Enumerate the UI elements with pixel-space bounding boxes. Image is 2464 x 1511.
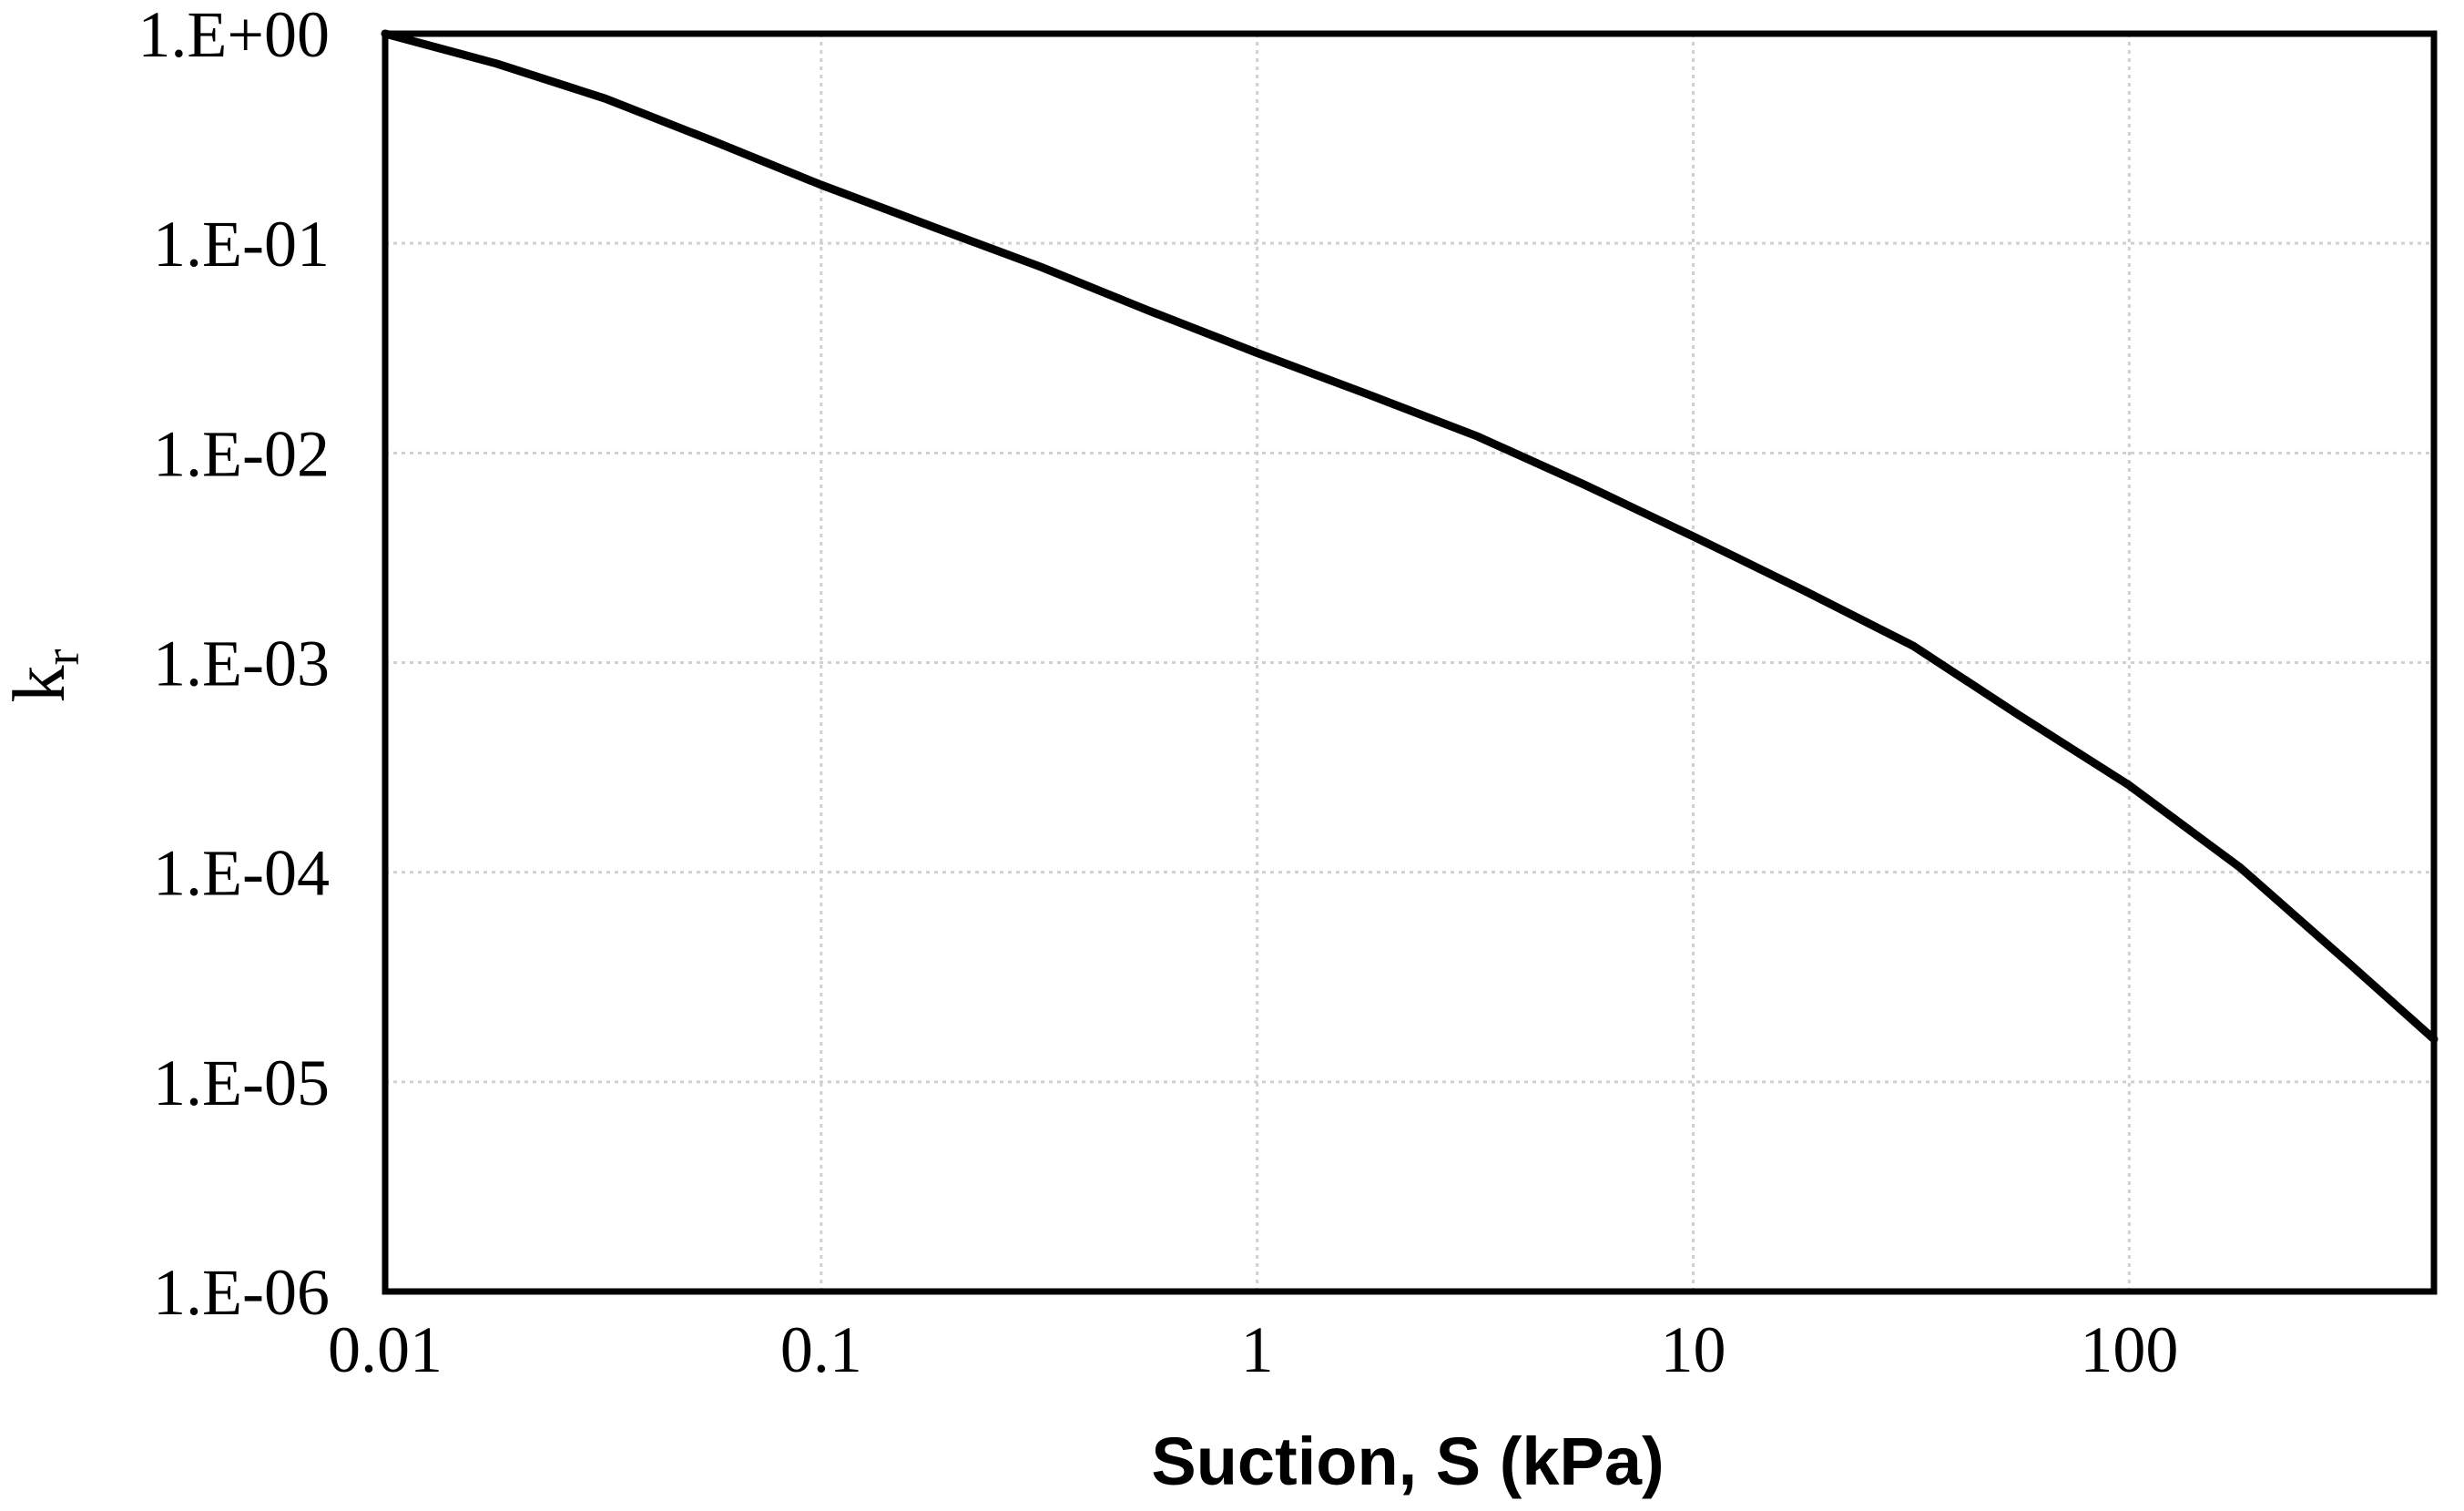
kr-curve xyxy=(381,29,2439,1044)
x-tick-label: 0.1 xyxy=(780,1313,862,1386)
y-tick-label: 1.E-01 xyxy=(153,208,330,281)
y-tick-label: 1.E-06 xyxy=(153,1256,330,1329)
y-axis-title-subscript: r xyxy=(35,648,89,665)
gridline-layer xyxy=(385,34,2434,1291)
x-tick-label: 0.01 xyxy=(328,1313,443,1386)
x-axis-title: Suction, S (kPa) xyxy=(1151,1424,1664,1499)
y-tick-label: 1.E+00 xyxy=(137,0,330,71)
plot-border xyxy=(382,30,2438,1295)
y-tick-label: 1.E-04 xyxy=(153,837,330,910)
y-tick-label: 1.E-05 xyxy=(153,1046,330,1119)
y-tick-label: 1.E-02 xyxy=(153,417,330,490)
tick-label-layer: 1.E+00 1.E-01 1.E-02 1.E-03 1.E-04 1.E-05 1.E-… xyxy=(137,0,2178,1386)
y-axis-title: kr xyxy=(0,648,89,702)
x-tick-label: 10 xyxy=(1660,1313,1726,1386)
x-tick-label: 1 xyxy=(1241,1313,1274,1386)
y-axis-title-base: k xyxy=(0,665,80,702)
x-tick-label: 100 xyxy=(2080,1313,2178,1386)
y-tick-label: 1.E-03 xyxy=(153,628,330,700)
